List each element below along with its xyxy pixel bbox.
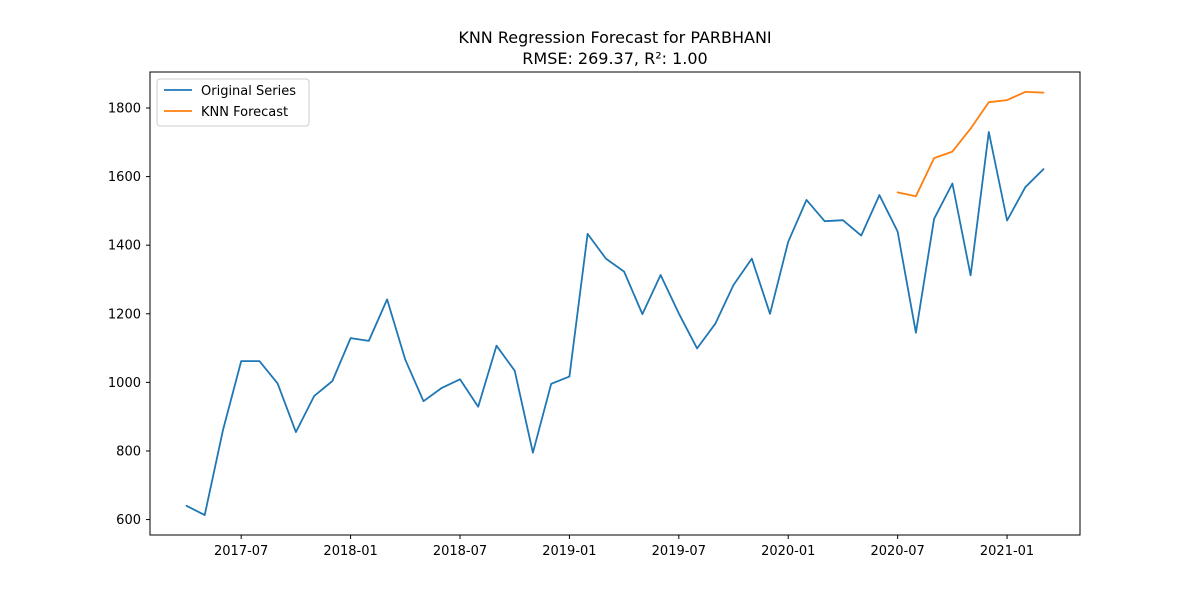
x-tick-label: 2020-07 (870, 544, 924, 559)
y-tick-label: 1800 (108, 102, 141, 117)
x-axis: 2017-07 2018-01 2018-07 2019-01 2019-07 2020-… (214, 535, 1034, 559)
x-tick-label: 2018-07 (433, 544, 487, 559)
legend-label-knn-forecast: KNN Forecast (201, 105, 288, 120)
y-tick-label: 1200 (108, 307, 141, 322)
chart-title: KNN Regression Forecast for PARBHANI (458, 28, 771, 47)
y-tick-label: 1000 (108, 376, 141, 391)
series-line-original-series (185, 131, 1045, 516)
x-tick-label: 2018-01 (323, 544, 377, 559)
x-tick-label: 2019-01 (542, 544, 596, 559)
y-tick-label: 600 (116, 513, 141, 528)
y-tick-label: 1400 (108, 239, 141, 254)
legend-label-original-series: Original Series (201, 84, 296, 99)
legend-box (156, 78, 310, 127)
y-tick-label: 1600 (108, 170, 141, 185)
x-tick-label: 2019-07 (652, 544, 706, 559)
plot-area: 2017-07 2018-01 2018-07 2019-01 2019-07 2020-… (108, 71, 1081, 559)
series-line-knn-forecast (896, 91, 1045, 198)
series-layer (185, 91, 1045, 516)
chart-subtitle: RMSE: 269.37, R²: 1.00 (522, 49, 707, 68)
y-axis: 600 800 1000 1200 1400 1600 1800 (108, 102, 150, 528)
y-tick-label: 800 (116, 444, 141, 459)
x-tick-label: 2017-07 (214, 544, 268, 559)
legend: Original Series KNN Forecast (156, 78, 310, 127)
x-tick-label: 2020-01 (761, 544, 815, 559)
plot-frame (149, 71, 1081, 536)
x-tick-label: 2021-01 (980, 544, 1034, 559)
